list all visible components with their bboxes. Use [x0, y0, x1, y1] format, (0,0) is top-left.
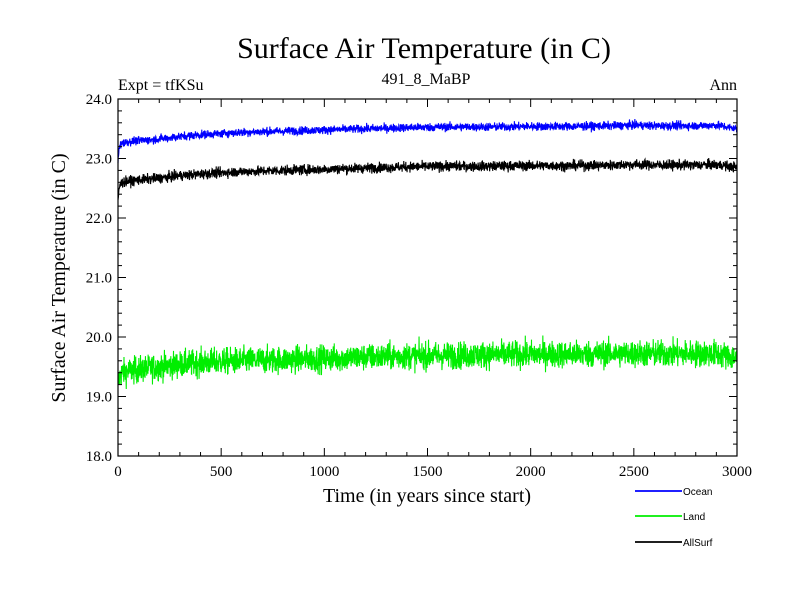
x-tick-label: 3000 [722, 464, 752, 480]
y-tick-label: 24.0 [86, 92, 112, 108]
y-tick-label: 21.0 [86, 271, 112, 287]
x-axis-ticks: 0 500 1000 1500 2000 2500 3000 [114, 99, 752, 480]
x-tick-label: 0 [114, 464, 122, 480]
series-layer [117, 119, 738, 389]
series-line-land [117, 335, 738, 389]
legend: Ocean Land AllSurf [635, 487, 713, 549]
y-tick-label: 22.0 [86, 211, 112, 227]
x-tick-label: 2000 [516, 464, 546, 480]
y-tick-label: 23.0 [86, 152, 112, 168]
series-line-allsurf [117, 157, 738, 201]
x-tick-label: 2500 [619, 464, 649, 480]
y-axis-ticks: 18.0 19.0 20.0 21.0 22.0 23.0 24.0 [86, 92, 737, 465]
y-axis-label: Surface Air Temperature (in C) [48, 153, 70, 402]
legend-label-ocean: Ocean [683, 487, 712, 498]
y-tick-label: 18.0 [86, 449, 112, 465]
series-line-ocean [117, 119, 738, 164]
x-tick-label: 500 [210, 464, 233, 480]
x-tick-label: 1000 [309, 464, 339, 480]
period-label: Ann [709, 77, 737, 94]
y-tick-label: 20.0 [86, 330, 112, 346]
chart-subtitle: 491_8_MaBP [382, 71, 471, 88]
chart-title: Surface Air Temperature (in C) [237, 32, 611, 65]
y-tick-label: 19.0 [86, 390, 112, 406]
legend-label-land: Land [683, 512, 705, 523]
legend-label-allsurf: AllSurf [683, 538, 713, 549]
plot-frame [117, 98, 738, 457]
x-tick-label: 1500 [413, 464, 443, 480]
experiment-label: Expt = tfKSu [118, 77, 203, 94]
x-axis-label: Time (in years since start) [323, 485, 531, 507]
